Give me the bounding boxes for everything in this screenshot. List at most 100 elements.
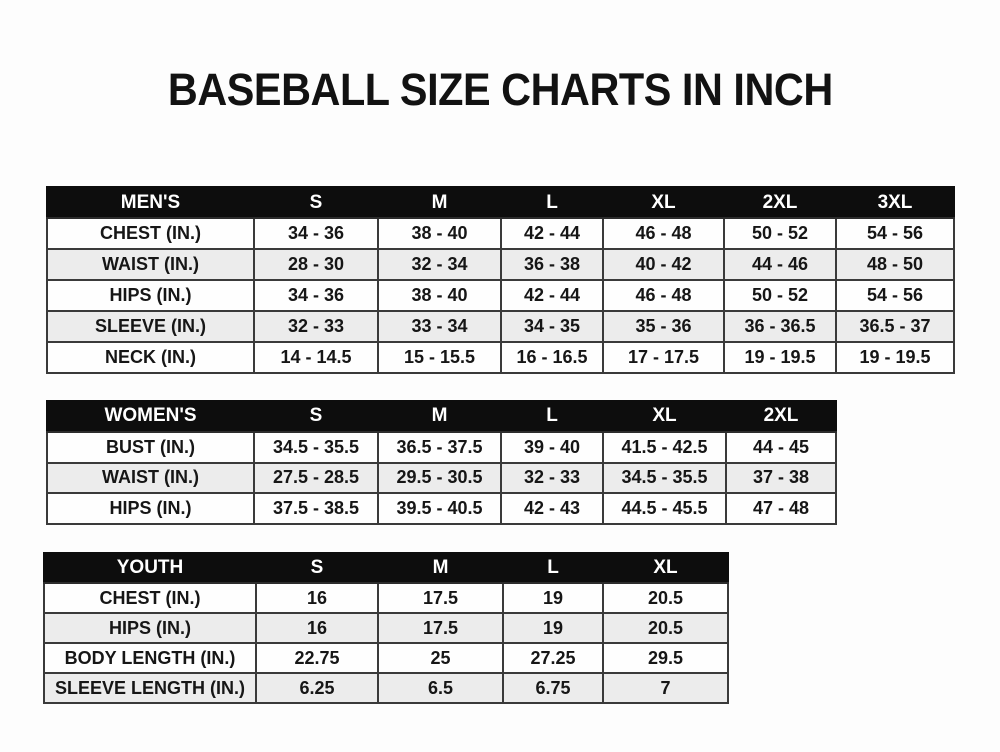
size-value-cell: 7 [602,672,729,704]
row-label: WAIST (IN.) [46,461,255,495]
size-value-cell: 36 - 36.5 [723,310,837,343]
womens-column-header-xl: XL [602,400,727,433]
size-value-cell: 34.5 - 35.5 [602,461,727,495]
size-value-cell: 15 - 15.5 [377,341,502,374]
youth-column-header-l: L [502,552,604,584]
size-value-cell: 19 [502,582,604,614]
size-value-cell: 33 - 34 [377,310,502,343]
size-value-cell: 19 - 19.5 [723,341,837,374]
size-value-cell: 44 - 45 [725,430,837,464]
youth-column-header-xl: XL [602,552,729,584]
mens-column-header-3xl: 3XL [835,186,955,219]
size-value-cell: 36.5 - 37.5 [377,430,502,464]
size-value-cell: 44.5 - 45.5 [602,492,727,525]
mens-column-header-xl: XL [602,186,725,219]
size-value-cell: 34 - 35 [500,310,604,343]
womens-column-header-m: M [377,400,502,433]
size-value-cell: 44 - 46 [723,248,837,281]
size-value-cell: 17 - 17.5 [602,341,725,374]
womens-table-row: BUST (IN.) 34.5 - 35.5 36.5 - 37.5 39 - 40 4… [46,430,837,464]
row-label: HIPS (IN.) [43,612,257,644]
size-value-cell: 48 - 50 [835,248,955,281]
size-value-cell: 37 - 38 [725,461,837,495]
size-value-cell: 34 - 36 [253,279,379,312]
size-value-cell: 6.5 [377,672,504,704]
youth-column-header-m: M [377,552,504,584]
mens-table-row: WAIST (IN.) 28 - 30 32 - 34 36 - 38 40 - 42 4… [46,248,955,281]
mens-table-row: SLEEVE (IN.) 32 - 33 33 - 34 34 - 35 35 - 36… [46,310,955,343]
youth-column-header-s: S [255,552,379,584]
youth-table-row: CHEST (IN.) 16 17.5 19 20.5 [43,582,729,614]
size-value-cell: 20.5 [602,582,729,614]
mens-column-header-m: M [377,186,502,219]
womens-table-title-cell: WOMEN'S [46,400,255,433]
womens-column-header-2xl: 2XL [725,400,837,433]
size-value-cell: 16 - 16.5 [500,341,604,374]
row-label: CHEST (IN.) [43,582,257,614]
size-value-cell: 38 - 40 [377,217,502,250]
mens-table-row: CHEST (IN.) 34 - 36 38 - 40 42 - 44 46 - 48 5… [46,217,955,250]
size-value-cell: 39.5 - 40.5 [377,492,502,525]
size-value-cell: 16 [255,582,379,614]
row-label: CHEST (IN.) [46,217,255,250]
size-value-cell: 42 - 43 [500,492,604,525]
row-label: BUST (IN.) [46,430,255,464]
youth-table-row: BODY LENGTH (IN.) 22.75 25 27.25 29.5 [43,642,729,674]
size-value-cell: 27.5 - 28.5 [253,461,379,495]
row-label: SLEEVE (IN.) [46,310,255,343]
womens-table-row: HIPS (IN.) 37.5 - 38.5 39.5 - 40.5 42 - 43 4… [46,492,837,525]
mens-size-table: MEN'S S M L XL 2XL 3XL CHEST (IN.) 34 - 36 38 - 4… [46,186,955,374]
size-value-cell: 6.75 [502,672,604,704]
mens-column-header-2xl: 2XL [723,186,837,219]
size-value-cell: 50 - 52 [723,279,837,312]
row-label: NECK (IN.) [46,341,255,374]
size-value-cell: 32 - 33 [500,461,604,495]
row-label: BODY LENGTH (IN.) [43,642,257,674]
size-value-cell: 34.5 - 35.5 [253,430,379,464]
row-label: HIPS (IN.) [46,492,255,525]
size-value-cell: 29.5 - 30.5 [377,461,502,495]
size-value-cell: 34 - 36 [253,217,379,250]
womens-size-table: WOMEN'S S M L XL 2XL BUST (IN.) 34.5 - 35.5 36.5… [46,400,837,525]
size-value-cell: 41.5 - 42.5 [602,430,727,464]
youth-size-table: YOUTH S M L XL CHEST (IN.) 16 17.5 19 20.5 HIPS (I… [43,552,729,704]
page-title-text: BASEBALL SIZE CHARTS IN INCH [167,64,833,115]
size-value-cell: 6.25 [255,672,379,704]
row-label: WAIST (IN.) [46,248,255,281]
mens-table-row: NECK (IN.) 14 - 14.5 15 - 15.5 16 - 16.5 17 … [46,341,955,374]
size-value-cell: 32 - 33 [253,310,379,343]
size-value-cell: 25 [377,642,504,674]
size-value-cell: 46 - 48 [602,279,725,312]
size-value-cell: 38 - 40 [377,279,502,312]
size-value-cell: 19 [502,612,604,644]
size-value-cell: 54 - 56 [835,217,955,250]
womens-table-row: WAIST (IN.) 27.5 - 28.5 29.5 - 30.5 32 - 33… [46,461,837,495]
youth-table-title-cell: YOUTH [43,552,257,584]
size-value-cell: 40 - 42 [602,248,725,281]
mens-header-row: MEN'S S M L XL 2XL 3XL [46,186,955,219]
size-value-cell: 19 - 19.5 [835,341,955,374]
size-value-cell: 46 - 48 [602,217,725,250]
size-value-cell: 39 - 40 [500,430,604,464]
page-title: BASEBALL SIZE CHARTS IN INCH [0,64,1000,116]
size-value-cell: 32 - 34 [377,248,502,281]
youth-header-row: YOUTH S M L XL [43,552,729,584]
size-value-cell: 17.5 [377,582,504,614]
size-value-cell: 22.75 [255,642,379,674]
size-value-cell: 36.5 - 37 [835,310,955,343]
mens-table-row: HIPS (IN.) 34 - 36 38 - 40 42 - 44 46 - 48 50… [46,279,955,312]
size-value-cell: 16 [255,612,379,644]
size-value-cell: 37.5 - 38.5 [253,492,379,525]
size-value-cell: 42 - 44 [500,217,604,250]
womens-column-header-l: L [500,400,604,433]
mens-table-title-cell: MEN'S [46,186,255,219]
size-value-cell: 27.25 [502,642,604,674]
size-value-cell: 20.5 [602,612,729,644]
size-value-cell: 47 - 48 [725,492,837,525]
size-value-cell: 50 - 52 [723,217,837,250]
size-value-cell: 14 - 14.5 [253,341,379,374]
youth-table-row: SLEEVE LENGTH (IN.) 6.25 6.5 6.75 7 [43,672,729,704]
youth-table-row: HIPS (IN.) 16 17.5 19 20.5 [43,612,729,644]
size-value-cell: 36 - 38 [500,248,604,281]
